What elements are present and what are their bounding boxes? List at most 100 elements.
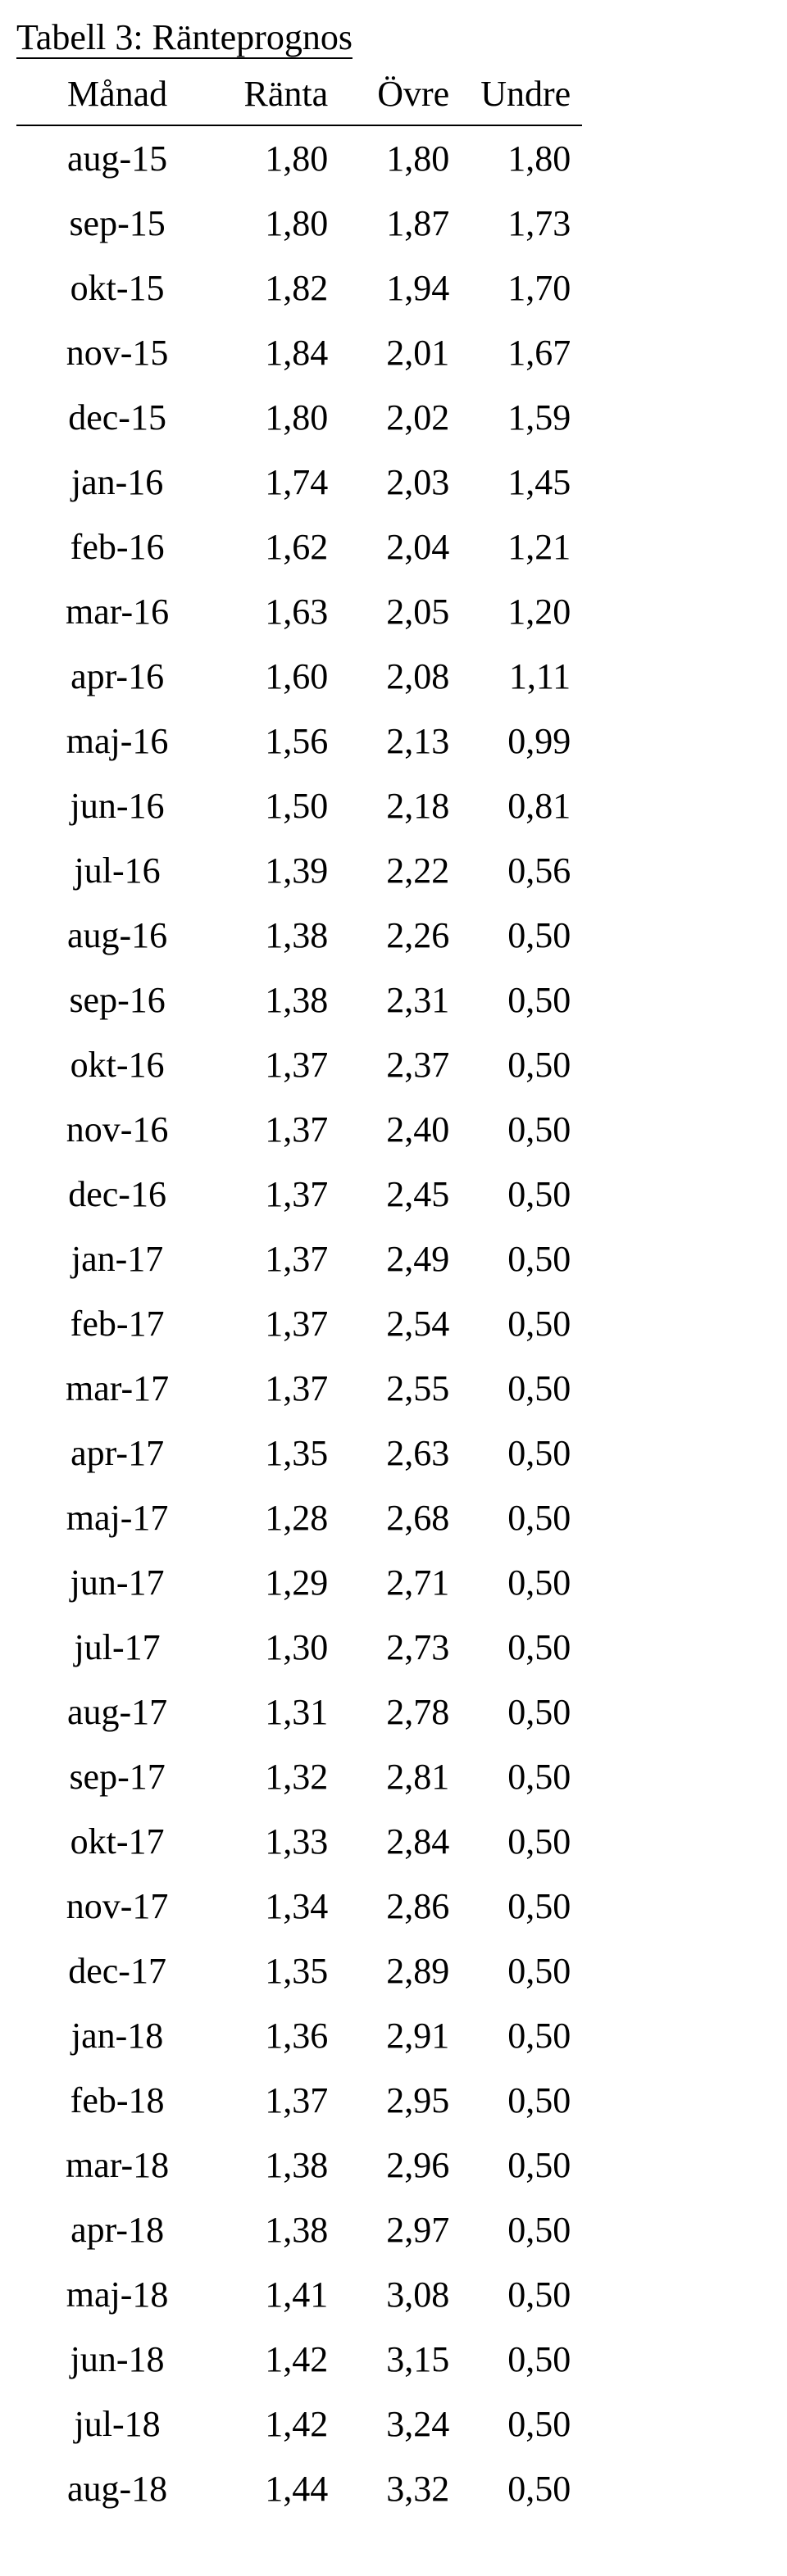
cell-undre: 0,50 [461,1097,582,1162]
table-row: jun-161,502,180,81 [16,773,582,838]
cell-month: mar-17 [16,1356,218,1421]
cell-ranta: 1,37 [218,1097,339,1162]
cell-ranta: 1,30 [218,1615,339,1680]
cell-undre: 0,50 [461,2133,582,2197]
cell-ovre: 2,45 [339,1162,461,1227]
cell-month: jan-16 [16,450,218,515]
table-row: okt-171,332,840,50 [16,1809,582,1874]
cell-ranta: 1,38 [218,2197,339,2262]
cell-undre: 0,50 [461,1615,582,1680]
cell-ranta: 1,34 [218,1874,339,1939]
cell-undre: 0,50 [461,903,582,968]
table-row: aug-151,801,801,80 [16,125,582,191]
cell-ovre: 2,86 [339,1874,461,1939]
cell-ranta: 1,80 [218,385,339,450]
cell-month: okt-16 [16,1032,218,1097]
cell-ranta: 1,60 [218,644,339,709]
table-row: jan-161,742,031,45 [16,450,582,515]
cell-undre: 0,50 [461,2068,582,2133]
cell-ovre: 2,02 [339,385,461,450]
table-row: apr-171,352,630,50 [16,1421,582,1485]
cell-ovre: 1,94 [339,256,461,320]
table-row: jan-181,362,910,50 [16,2003,582,2068]
table-row: okt-161,372,370,50 [16,1032,582,1097]
cell-ovre: 2,63 [339,1421,461,1485]
cell-undre: 0,99 [461,709,582,773]
cell-ranta: 1,31 [218,1680,339,1744]
cell-ranta: 1,37 [218,1227,339,1291]
cell-ranta: 1,74 [218,450,339,515]
cell-month: dec-15 [16,385,218,450]
table-row: apr-181,382,970,50 [16,2197,582,2262]
cell-month: apr-17 [16,1421,218,1485]
table-row: maj-181,413,080,50 [16,2262,582,2327]
cell-ovre: 2,18 [339,773,461,838]
cell-undre: 1,70 [461,256,582,320]
cell-ovre: 2,84 [339,1809,461,1874]
cell-ovre: 2,01 [339,320,461,385]
cell-month: mar-16 [16,579,218,644]
cell-undre: 0,50 [461,1485,582,1550]
cell-ranta: 1,63 [218,579,339,644]
cell-undre: 0,56 [461,838,582,903]
cell-ranta: 1,38 [218,903,339,968]
cell-month: jan-18 [16,2003,218,2068]
cell-undre: 0,50 [461,1032,582,1097]
cell-month: aug-18 [16,2456,218,2521]
table-row: sep-151,801,871,73 [16,191,582,256]
cell-undre: 1,59 [461,385,582,450]
cell-ranta: 1,35 [218,1939,339,2003]
cell-month: dec-16 [16,1162,218,1227]
cell-ranta: 1,38 [218,968,339,1032]
cell-ranta: 1,28 [218,1485,339,1550]
cell-ovre: 2,05 [339,579,461,644]
cell-month: sep-15 [16,191,218,256]
table-row: mar-171,372,550,50 [16,1356,582,1421]
cell-ranta: 1,42 [218,2327,339,2392]
cell-ranta: 1,37 [218,1356,339,1421]
cell-month: feb-18 [16,2068,218,2133]
cell-ovre: 2,08 [339,644,461,709]
cell-ovre: 2,03 [339,450,461,515]
table-row: dec-161,372,450,50 [16,1162,582,1227]
cell-month: apr-18 [16,2197,218,2262]
cell-undre: 0,50 [461,1874,582,1939]
cell-ovre: 2,68 [339,1485,461,1550]
cell-ranta: 1,29 [218,1550,339,1615]
cell-ovre: 2,04 [339,515,461,579]
cell-month: okt-15 [16,256,218,320]
cell-undre: 0,50 [461,1291,582,1356]
cell-ovre: 2,81 [339,1744,461,1809]
cell-ovre: 2,26 [339,903,461,968]
cell-ranta: 1,42 [218,2392,339,2456]
cell-ovre: 2,73 [339,1615,461,1680]
cell-ovre: 2,22 [339,838,461,903]
table-row: jun-181,423,150,50 [16,2327,582,2392]
cell-undre: 0,50 [461,968,582,1032]
cell-ovre: 3,32 [339,2456,461,2521]
table-row: nov-161,372,400,50 [16,1097,582,1162]
table-row: feb-181,372,950,50 [16,2068,582,2133]
cell-ranta: 1,39 [218,838,339,903]
cell-ovre: 3,08 [339,2262,461,2327]
cell-undre: 0,50 [461,1680,582,1744]
cell-undre: 1,21 [461,515,582,579]
cell-undre: 1,11 [461,644,582,709]
cell-ovre: 3,24 [339,2392,461,2456]
cell-ranta: 1,38 [218,2133,339,2197]
cell-ranta: 1,82 [218,256,339,320]
cell-undre: 0,50 [461,1744,582,1809]
forecast-table: Månad Ränta Övre Undre aug-151,801,801,8… [16,66,582,2521]
cell-ovre: 2,97 [339,2197,461,2262]
cell-ranta: 1,35 [218,1421,339,1485]
cell-month: sep-17 [16,1744,218,1809]
cell-undre: 0,50 [461,2456,582,2521]
cell-undre: 0,50 [461,1227,582,1291]
cell-month: apr-16 [16,644,218,709]
cell-undre: 0,50 [461,2197,582,2262]
cell-month: aug-17 [16,1680,218,1744]
cell-ranta: 1,37 [218,1291,339,1356]
cell-ranta: 1,37 [218,1162,339,1227]
cell-ovre: 2,54 [339,1291,461,1356]
cell-undre: 1,20 [461,579,582,644]
